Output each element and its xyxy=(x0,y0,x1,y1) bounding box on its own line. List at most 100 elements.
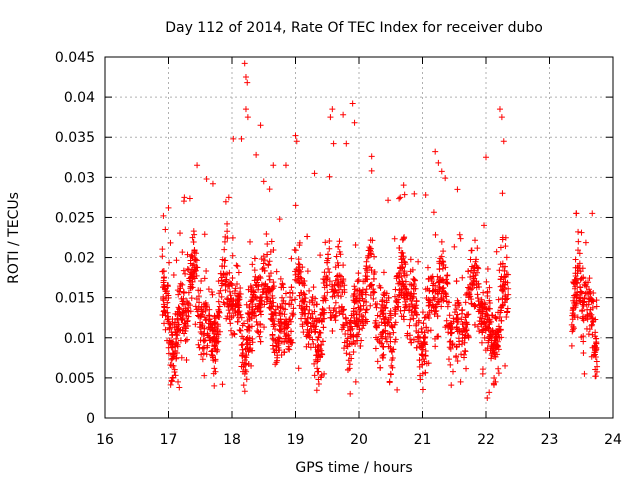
data-point xyxy=(577,268,584,275)
data-point xyxy=(420,320,427,327)
data-point xyxy=(198,351,205,358)
data-point xyxy=(221,238,228,245)
data-point xyxy=(368,167,375,174)
data-point xyxy=(410,276,417,283)
data-point xyxy=(579,299,586,306)
data-point xyxy=(321,309,328,316)
data-point xyxy=(340,324,347,331)
data-point xyxy=(442,290,449,297)
data-point xyxy=(440,277,447,284)
data-point xyxy=(176,306,183,313)
data-point xyxy=(311,372,318,379)
data-point xyxy=(244,345,251,352)
data-point xyxy=(575,238,582,245)
x-tick-label: 22 xyxy=(477,432,495,448)
data-point xyxy=(343,140,350,147)
data-point xyxy=(418,351,425,358)
data-point xyxy=(349,100,356,107)
data-point xyxy=(216,290,223,297)
data-point xyxy=(394,386,401,393)
data-point xyxy=(301,306,308,313)
data-point xyxy=(224,228,231,235)
data-point xyxy=(371,253,378,260)
data-point xyxy=(253,318,260,325)
data-point xyxy=(179,309,186,316)
data-point xyxy=(270,279,277,286)
data-point xyxy=(490,381,497,388)
data-point xyxy=(309,293,316,300)
data-point xyxy=(343,338,350,345)
data-point xyxy=(248,284,255,291)
data-point xyxy=(188,273,195,280)
data-point xyxy=(496,267,503,274)
plot-frame xyxy=(104,56,614,419)
data-point xyxy=(423,324,430,331)
data-point xyxy=(325,265,332,272)
data-point xyxy=(364,276,371,283)
data-point xyxy=(323,282,330,289)
data-point xyxy=(335,282,342,289)
data-point xyxy=(359,325,366,332)
data-point xyxy=(312,328,319,335)
data-point xyxy=(260,288,267,295)
data-point xyxy=(585,331,592,338)
data-point xyxy=(243,336,250,343)
data-point xyxy=(473,284,480,291)
data-point xyxy=(417,372,424,379)
data-point xyxy=(592,353,599,360)
data-point xyxy=(343,350,350,357)
data-point xyxy=(592,373,599,380)
data-point xyxy=(260,253,267,260)
data-point xyxy=(279,280,286,287)
data-point xyxy=(162,226,169,233)
data-point xyxy=(191,231,198,238)
data-point xyxy=(281,349,288,356)
data-point xyxy=(166,324,173,331)
data-point xyxy=(228,303,235,310)
data-point xyxy=(249,261,256,268)
data-point xyxy=(483,306,490,313)
data-point xyxy=(277,328,284,335)
data-point xyxy=(578,334,585,341)
data-point xyxy=(432,231,439,238)
data-point xyxy=(395,303,402,310)
data-point xyxy=(452,354,459,361)
data-point xyxy=(164,337,171,344)
data-point xyxy=(451,309,458,316)
data-point xyxy=(502,293,509,300)
data-point xyxy=(320,280,327,287)
data-point xyxy=(356,316,363,323)
y-tick-label: 0.01 xyxy=(64,331,95,347)
data-point xyxy=(253,151,260,158)
data-point xyxy=(443,317,450,324)
data-point xyxy=(453,306,460,313)
data-point xyxy=(324,289,331,296)
data-point xyxy=(470,279,477,286)
data-point xyxy=(176,384,183,391)
data-point xyxy=(276,216,283,223)
data-point xyxy=(310,340,317,347)
data-point xyxy=(442,175,449,182)
data-point xyxy=(350,333,357,340)
data-point xyxy=(215,278,222,285)
data-point xyxy=(169,331,176,338)
data-point xyxy=(191,247,198,254)
data-point xyxy=(241,388,248,395)
data-point xyxy=(317,373,324,380)
data-point xyxy=(310,284,317,291)
data-point xyxy=(363,286,370,293)
data-point xyxy=(209,336,216,343)
data-point xyxy=(266,258,273,265)
data-point xyxy=(354,295,361,302)
data-point xyxy=(209,180,216,187)
data-point xyxy=(455,300,462,307)
data-point xyxy=(479,329,486,336)
data-point xyxy=(205,286,212,293)
data-point xyxy=(439,285,446,292)
data-point xyxy=(255,283,262,290)
data-point xyxy=(350,308,357,315)
data-point xyxy=(373,324,380,331)
data-point xyxy=(362,309,369,316)
data-point xyxy=(461,334,468,341)
data-point xyxy=(257,122,264,129)
